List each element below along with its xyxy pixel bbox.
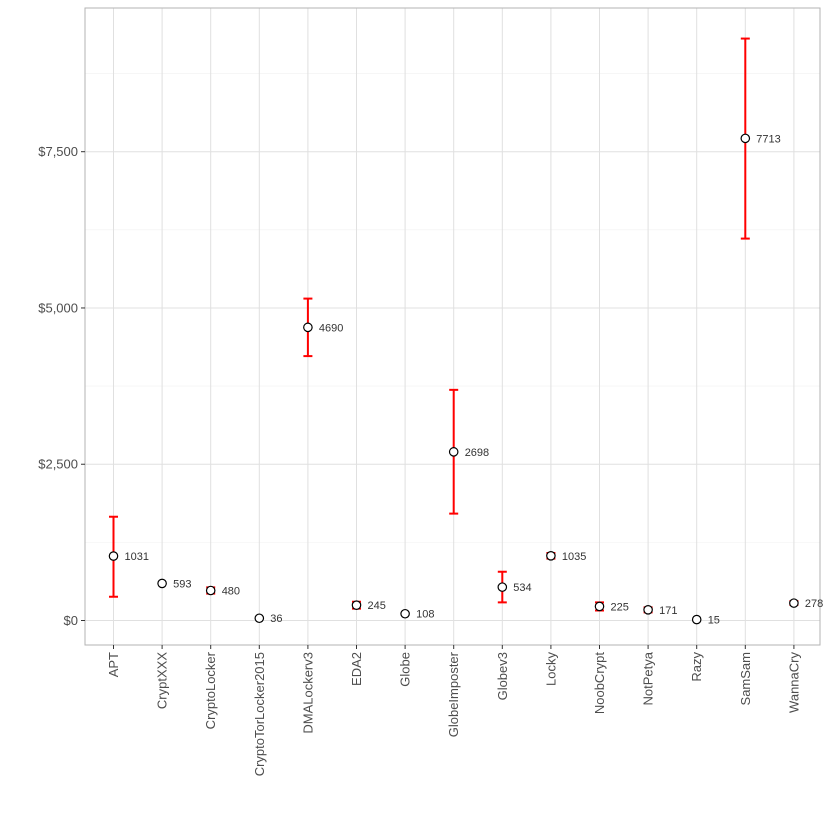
data-label: 108 — [416, 609, 434, 621]
x-tick-label: Razy — [689, 652, 704, 682]
data-label: 225 — [611, 601, 629, 613]
data-point — [740, 133, 751, 144]
x-tick-label: GlobeImposter — [446, 651, 461, 737]
data-labels: 1031 593 480 36 4690 245 108 2698 534 1035 225 171 1… — [125, 133, 824, 626]
x-tick-label: Globe — [398, 652, 413, 687]
x-tick-label: NoobCrypt — [592, 652, 607, 715]
data-point — [546, 551, 556, 561]
x-tick-label: SamSam — [738, 652, 753, 705]
data-point — [254, 613, 265, 624]
x-tick-label: CryptoLocker — [203, 651, 218, 729]
data-points — [108, 133, 799, 625]
data-point — [205, 585, 216, 596]
data-point — [157, 578, 167, 589]
data-point — [691, 614, 702, 625]
y-tick-label: $5,000 — [38, 300, 78, 315]
y-tick-label: $0 — [64, 613, 78, 628]
data-label: 480 — [222, 585, 240, 597]
data-point — [789, 598, 799, 608]
data-label: 7713 — [756, 133, 780, 145]
y-tick-label: $2,500 — [38, 457, 78, 472]
data-label: 1031 — [125, 551, 149, 563]
data-label: 4690 — [319, 322, 343, 334]
minor-gridlines — [85, 73, 820, 543]
data-label: 534 — [513, 582, 531, 594]
data-point — [400, 608, 410, 619]
data-label: 1035 — [562, 551, 586, 563]
data-point — [351, 600, 362, 610]
x-tick-label: APT — [106, 652, 121, 677]
x-tick-label: CryptoTorLocker2015 — [252, 652, 267, 776]
data-label: 593 — [173, 578, 191, 590]
y-axis: $0 $2,500 $5,000 $7,500 — [38, 144, 85, 628]
x-tick-label: DMALockerv3 — [300, 652, 315, 734]
x-tick-label: NotPetya — [641, 651, 656, 705]
data-label: 15 — [708, 615, 720, 627]
x-tick-label: Locky — [543, 652, 558, 686]
x-tick-label: WannaCry — [786, 652, 801, 713]
data-label: 36 — [270, 613, 282, 625]
panel-border — [84, 7, 821, 646]
data-point — [497, 582, 508, 592]
x-tick-label: EDA2 — [349, 652, 364, 686]
data-point — [108, 551, 119, 561]
data-label: 278 — [805, 598, 823, 610]
data-point — [594, 601, 605, 612]
x-tick-label: Globev3 — [495, 652, 510, 700]
y-tick-label: $7,500 — [38, 144, 78, 159]
data-label: 245 — [368, 600, 386, 612]
data-point — [643, 605, 653, 615]
major-gridlines — [85, 8, 820, 645]
data-label: 2698 — [465, 447, 489, 459]
x-tick-label: CryptXXX — [155, 652, 170, 709]
data-label: 171 — [659, 605, 677, 617]
data-point — [448, 447, 459, 457]
x-axis: APT CryptXXX CryptoLocker CryptoTorLocker20… — [106, 645, 801, 776]
data-point — [303, 322, 313, 333]
